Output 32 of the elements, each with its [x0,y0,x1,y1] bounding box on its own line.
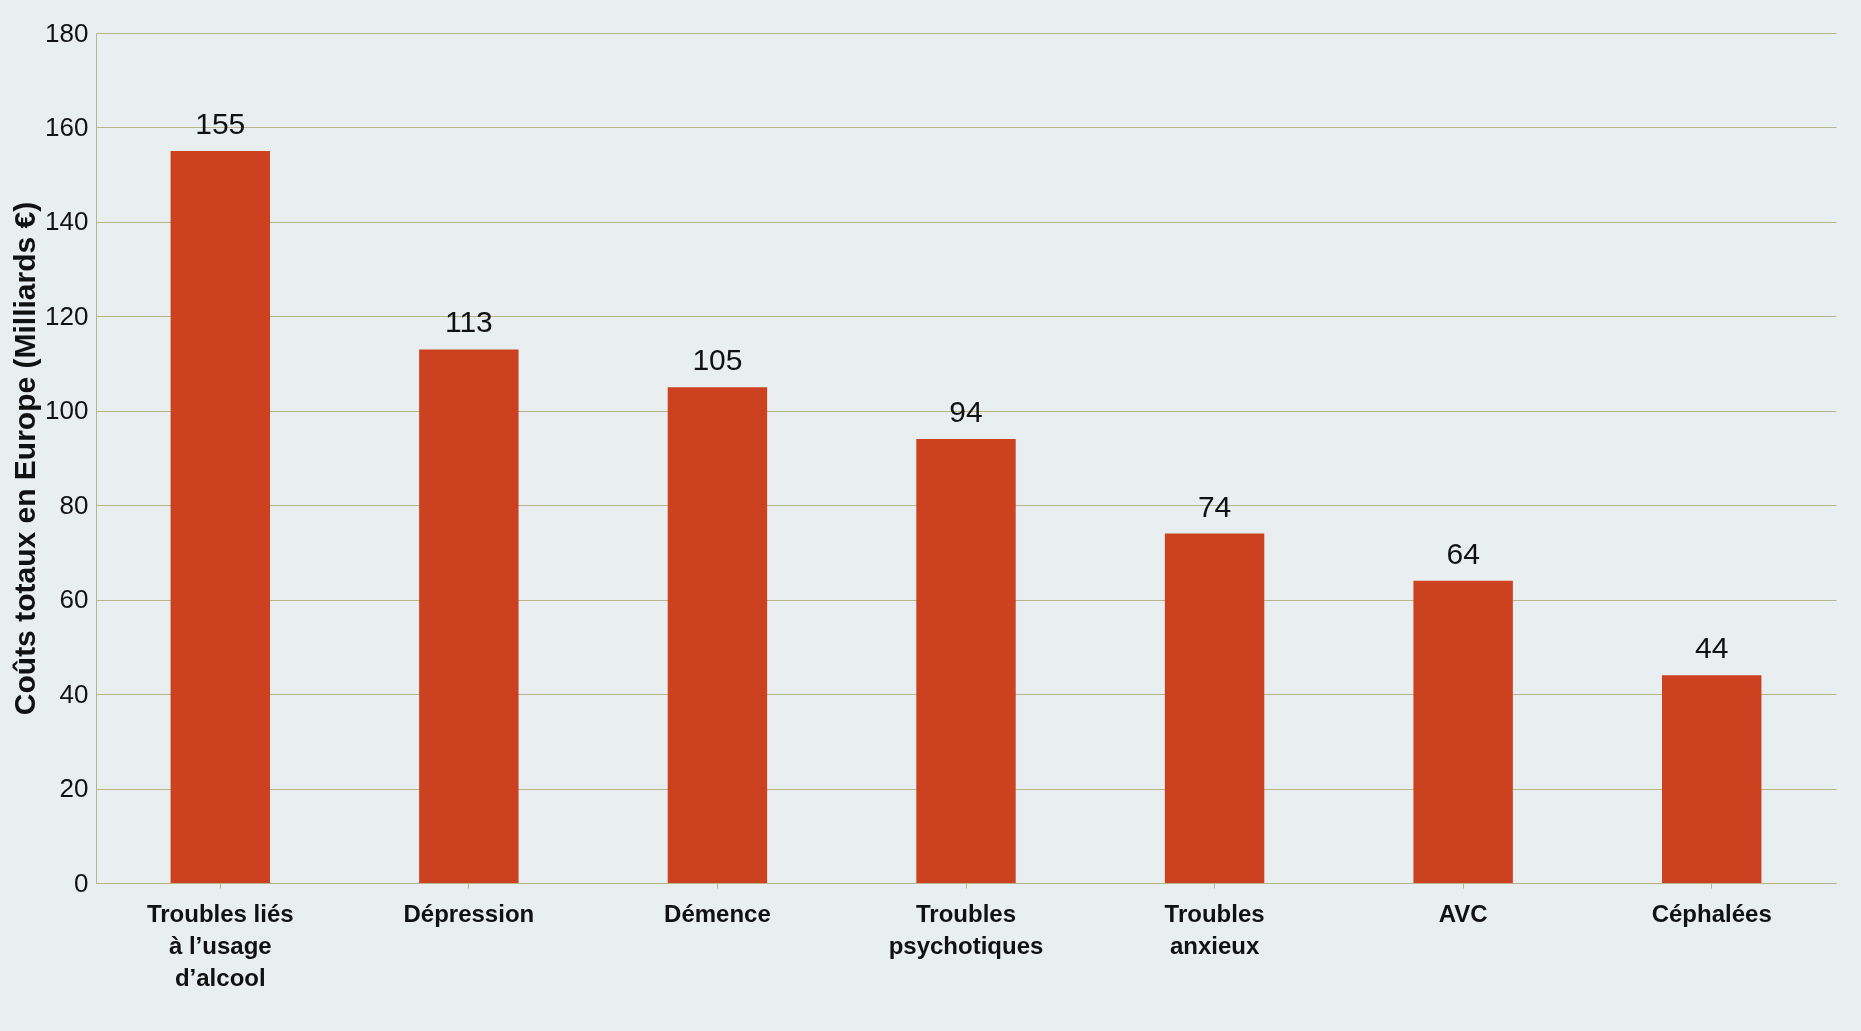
x-tick-label: Démence [664,899,771,927]
y-tick-label: 80 [59,489,89,520]
x-tick-label: Troubles psychotiques [888,899,1044,959]
data-label: 113 [444,305,493,339]
y-tick-label: 180 [45,17,89,48]
data-label: 155 [195,107,246,141]
y-tick-label: 0 [74,867,89,898]
y-tick-label: 20 [59,773,89,804]
bar [170,151,270,883]
x-tick-label: Céphalées [1651,899,1772,927]
data-label: 44 [1695,631,1729,665]
y-tick-label: 40 [59,678,89,709]
y-axis-title: Coûts totaux en Europe (Milliards €) [8,201,42,716]
data-label: 94 [949,395,983,429]
bar [1413,580,1513,883]
x-tick-label: Dépression [403,899,535,927]
bar [667,387,768,883]
x-tick-label: Troubles anxieux [1164,899,1265,959]
y-tick-label: 160 [45,111,89,142]
x-tick-label: Troubles liés à l’usage d’alcool [146,899,294,991]
bar [916,439,1016,883]
bar [419,349,519,883]
data-label: 105 [692,343,743,377]
x-tick-label: AVC [1438,899,1488,927]
y-tick-label: 60 [59,584,89,615]
data-label: 74 [1197,489,1232,523]
bar [1662,675,1762,883]
data-label: 64 [1446,536,1480,570]
y-tick-label: 140 [45,206,89,237]
y-tick-label: 120 [45,300,89,331]
bar [1164,533,1265,883]
y-tick-label: 100 [45,395,89,426]
